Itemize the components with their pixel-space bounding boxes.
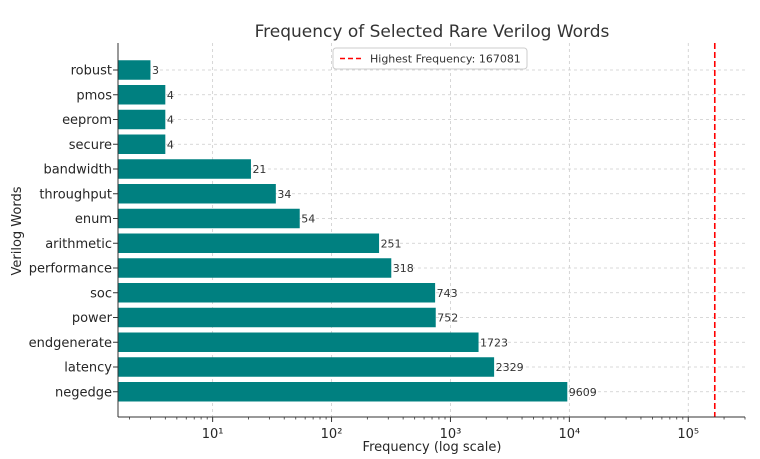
- data-label: 2329: [496, 361, 524, 374]
- category-label: negedge: [55, 385, 112, 400]
- data-label: 318: [393, 262, 414, 275]
- bar: [118, 307, 436, 328]
- x-tick-label: 10⁵: [677, 427, 699, 442]
- data-label: 54: [301, 213, 315, 226]
- legend-label: Highest Frequency: 167081: [370, 53, 521, 66]
- category-label: latency: [64, 361, 112, 376]
- data-label: 251: [381, 237, 402, 250]
- labels: 10¹ 10² 10³ 10⁴ 10⁵ robust 3 pmos 4 eeprom 4 secure…: [29, 64, 700, 443]
- data-label: 3: [152, 64, 159, 77]
- category-label: bandwidth: [43, 163, 112, 178]
- category-label: performance: [29, 262, 112, 277]
- data-label: 34: [277, 188, 291, 201]
- data-label: 4: [167, 114, 174, 127]
- category-label: secure: [69, 138, 112, 153]
- bar: [118, 258, 392, 278]
- data-label: 4: [167, 89, 174, 102]
- category-label: endgenerate: [29, 336, 112, 351]
- data-label: 743: [437, 287, 458, 300]
- category-label: power: [72, 311, 113, 326]
- x-tick-label: 10⁴: [558, 427, 580, 442]
- bar: [118, 382, 568, 402]
- y-axis-label: Verilog Words: [10, 186, 25, 275]
- data-label: 4: [167, 138, 174, 151]
- bar: [118, 109, 166, 130]
- bar: [118, 60, 151, 80]
- legend: Highest Frequency: 167081: [332, 47, 528, 70]
- x-tick-label: 10³: [440, 427, 462, 442]
- data-label: 9609: [569, 386, 597, 399]
- bars: [118, 60, 568, 402]
- category-label: eeprom: [62, 113, 112, 128]
- bar: [118, 233, 380, 253]
- x-axis-label: Frequency (log scale): [363, 440, 502, 455]
- data-label: 1723: [480, 336, 508, 349]
- bar: [118, 357, 495, 377]
- bar: [118, 85, 166, 105]
- category-label: arithmetic: [45, 237, 112, 252]
- category-label: soc: [90, 286, 112, 301]
- category-label: pmos: [76, 88, 112, 103]
- bar: [118, 159, 251, 179]
- x-tick-label: 10²: [321, 427, 343, 442]
- chart-title: Frequency of Selected Rare Verilog Words: [255, 22, 610, 42]
- bar: [118, 208, 300, 229]
- data-label: 21: [252, 163, 266, 176]
- bar: [118, 134, 166, 154]
- axes: [113, 43, 746, 422]
- bar: [118, 184, 276, 204]
- category-label: robust: [71, 64, 112, 79]
- legend-box: [332, 47, 528, 70]
- data-label: 752: [437, 312, 458, 325]
- bar: [118, 332, 479, 352]
- x-tick-label: 10¹: [202, 427, 224, 442]
- category-label: enum: [75, 212, 112, 227]
- category-label: throughput: [39, 187, 112, 202]
- bar: [118, 283, 436, 303]
